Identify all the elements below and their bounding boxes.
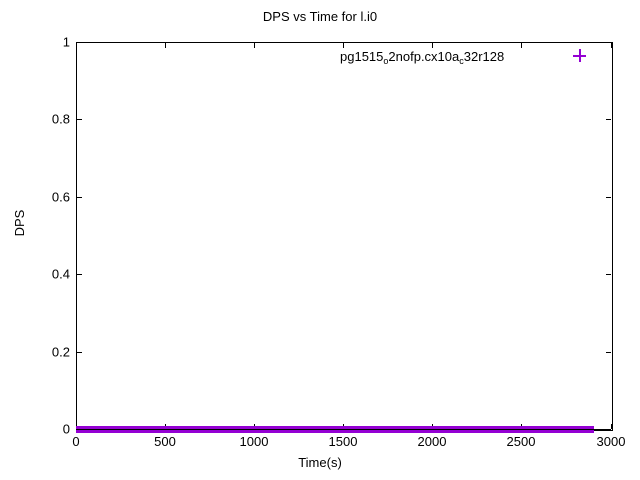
legend-label-subscript-o: o <box>383 56 389 66</box>
legend-label-subscript-c: c <box>459 56 464 66</box>
legend-label-suffix: 32r128 <box>463 49 505 64</box>
legend: pg1515o2nofp.cx10ac32r128 <box>340 48 586 66</box>
x-tick-mark-top-2500 <box>521 43 522 48</box>
x-tick-mark-top-1000 <box>254 43 255 48</box>
y-tick-mark-right-0.8 <box>606 119 611 120</box>
x-tick-mark-top-2000 <box>432 43 433 48</box>
x-tick-label-1000: 1000 <box>239 434 269 449</box>
plus-marker-icon <box>573 49 587 63</box>
y-tick-label-0: 0 <box>62 421 70 437</box>
x-tick-mark-3000 <box>611 424 612 429</box>
x-tick-label-2500: 2500 <box>506 434 536 449</box>
x-tick-mark-top-0 <box>76 43 77 48</box>
y-tick-mark-0.2 <box>77 352 82 353</box>
y-tick-mark-0.4 <box>77 274 82 275</box>
y-tick-mark-0.8 <box>77 119 82 120</box>
x-tick-label-1500: 1500 <box>328 434 358 449</box>
y-tick-label-0.2: 0.2 <box>51 344 70 360</box>
chart-title: DPS vs Time for l.i0 <box>262 9 378 24</box>
y-tick-mark-1 <box>77 42 82 43</box>
x-tick-label-0: 0 <box>72 434 80 449</box>
y-tick-label-0.4: 0.4 <box>51 266 70 282</box>
y-tick-label-0.8: 0.8 <box>51 111 70 127</box>
x-tick-mark-top-1500 <box>343 43 344 48</box>
y-tick-mark-right-0.4 <box>606 274 611 275</box>
y-tick-label-1: 1 <box>62 34 70 50</box>
y-tick-mark-right-1 <box>606 42 611 43</box>
x-axis-title: Time(s) <box>298 455 342 470</box>
legend-label-middle: 2nofp.cx10a <box>388 49 460 64</box>
legend-label-prefix: pg1515 <box>340 49 384 64</box>
x-axis-baseline <box>76 429 611 430</box>
x-tick-label-2000: 2000 <box>417 434 447 449</box>
plot-area-border <box>76 42 613 431</box>
y-axis-title: DPS <box>12 209 27 237</box>
x-tick-label-500: 500 <box>154 434 176 449</box>
legend-entry-label: pg1515o2nofp.cx10ac32r128 <box>340 48 504 66</box>
y-tick-mark-0.6 <box>77 197 82 198</box>
y-tick-mark-right-0.6 <box>606 197 611 198</box>
x-tick-mark-top-500 <box>165 43 166 48</box>
y-tick-mark-right-0.2 <box>606 352 611 353</box>
x-tick-label-3000: 3000 <box>596 434 626 449</box>
x-tick-mark-top-3000 <box>611 43 612 48</box>
y-tick-label-0.6: 0.6 <box>51 189 70 205</box>
